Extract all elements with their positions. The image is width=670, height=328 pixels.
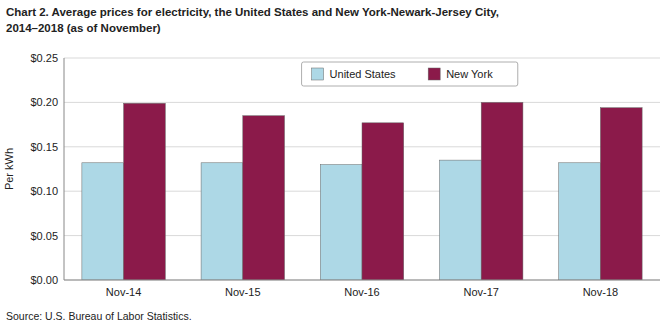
y-tick-label: $0.10 (30, 185, 58, 197)
grid-line (64, 280, 660, 281)
y-tick-label: $0.00 (30, 274, 58, 286)
subtitle: 2014–2018 (as of November) (6, 22, 161, 34)
x-tick-label: Nov-15 (225, 286, 260, 298)
x-tick-label: Nov-17 (463, 286, 498, 298)
y-axis-line (64, 58, 65, 280)
legend-swatch (428, 68, 440, 80)
grid-line (64, 58, 660, 59)
source: Source: U.S. Bureau of Labor Statistics. (6, 310, 192, 322)
y-axis-label: Per kWh (3, 148, 15, 190)
legend-box (302, 62, 518, 86)
y-tick-label: $0.05 (30, 230, 58, 242)
grid (64, 58, 660, 280)
bar (362, 123, 404, 280)
x-tick-label: Nov-16 (344, 286, 379, 298)
bar (600, 108, 642, 280)
bar (82, 163, 124, 280)
x-axis-line (64, 280, 660, 281)
bar (243, 116, 285, 280)
legend-swatch (312, 68, 324, 80)
y-tick-label: $0.15 (30, 141, 58, 153)
bar (320, 165, 362, 280)
y-tick-label: $0.20 (30, 96, 58, 108)
legend: United States New York (302, 62, 518, 86)
chart-container: Chart 2. Average prices for electricity,… (0, 0, 670, 328)
bar (559, 163, 601, 280)
x-tick-label: Nov-14 (106, 286, 141, 298)
chart: Chart 2. Average prices for electricity,… (0, 0, 670, 328)
x-tick-label: Nov-18 (583, 286, 618, 298)
bar (439, 160, 481, 280)
bars (82, 102, 642, 280)
y-tick-label: $0.25 (30, 52, 58, 64)
bar (481, 102, 523, 280)
title: Chart 2. Average prices for electricity,… (6, 6, 499, 18)
legend-label: United States (330, 68, 397, 80)
legend-label: New York (446, 68, 493, 80)
grid-line (64, 102, 660, 103)
bar (124, 103, 166, 280)
bar (201, 163, 243, 280)
